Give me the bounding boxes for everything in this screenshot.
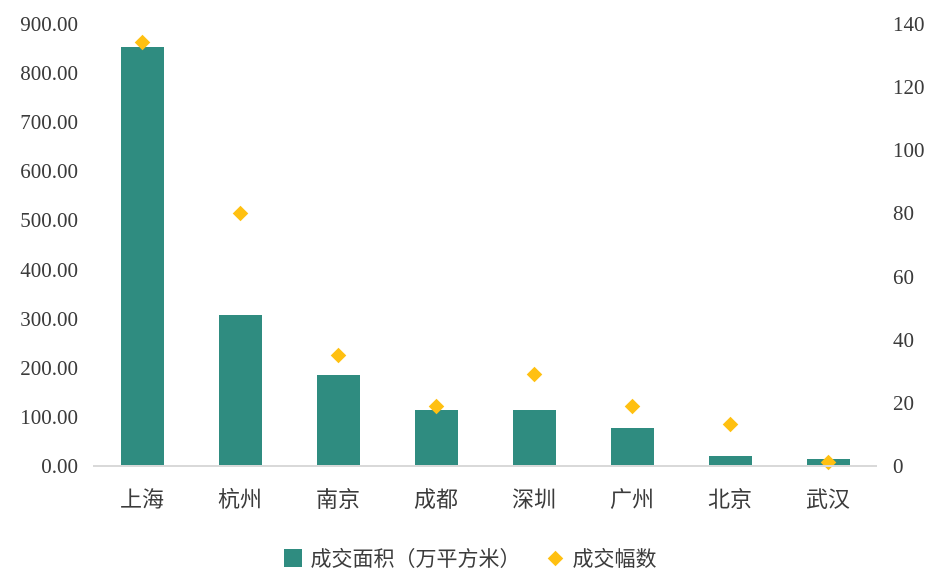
left-axis-tick-label: 700.00	[20, 110, 78, 135]
legend: 成交面积（万平方米） 成交幅数	[0, 543, 940, 573]
bar	[610, 428, 654, 466]
category-label: 武汉	[805, 487, 850, 512]
left-axis-tick-label: 800.00	[20, 61, 78, 86]
diamond-marker	[526, 366, 542, 383]
legend-diamond-swatch-icon	[547, 550, 563, 566]
bar	[120, 47, 164, 466]
diamond-marker	[820, 455, 836, 471]
right-axis-tick-label: 0	[893, 454, 904, 478]
diamond-marker	[624, 398, 640, 414]
category-label: 杭州	[217, 487, 262, 512]
left-axis-tick-label: 300.00	[20, 306, 78, 331]
diamond-marker	[722, 417, 738, 433]
category-label: 广州	[609, 487, 654, 512]
right-axis-tick-label: 100	[893, 138, 925, 163]
bar	[316, 374, 360, 466]
legend-label: 成交面积（万平方米）	[310, 547, 521, 571]
diamond-marker	[330, 347, 346, 364]
bar	[218, 315, 262, 466]
diamond-marker	[232, 205, 248, 222]
category-label: 深圳	[511, 487, 556, 512]
bar	[512, 410, 556, 466]
left-axis-tick-label: 600.00	[20, 159, 78, 184]
legend-item: 成交幅数	[547, 543, 657, 573]
category-label: 北京	[707, 487, 752, 512]
legend-square-swatch-icon	[283, 549, 302, 567]
right-axis-tick-label: 120	[893, 75, 925, 100]
right-axis-tick-label: 60	[893, 264, 914, 289]
bar	[414, 410, 458, 466]
category-label: 南京	[315, 487, 360, 512]
right-axis-tick-label: 80	[893, 201, 914, 226]
left-axis-tick-label: 200.00	[20, 355, 78, 380]
left-axis-tick-label: 0.00	[41, 454, 78, 478]
left-axis-tick-label: 400.00	[20, 257, 78, 282]
category-label: 成都	[413, 487, 458, 512]
right-axis-tick-label: 140	[893, 12, 925, 36]
left-axis-tick-label: 100.00	[20, 404, 78, 429]
legend-item: 成交面积（万平方米）	[283, 543, 521, 573]
bar	[708, 455, 752, 466]
legend-label: 成交幅数	[572, 547, 657, 571]
category-label: 上海	[119, 487, 164, 512]
left-axis-tick-label: 500.00	[20, 208, 78, 233]
left-axis-tick-label: 900.00	[20, 12, 78, 36]
x-axis-line	[93, 465, 877, 467]
right-axis-tick-label: 20	[893, 390, 914, 415]
right-axis-tick-label: 40	[893, 327, 914, 352]
